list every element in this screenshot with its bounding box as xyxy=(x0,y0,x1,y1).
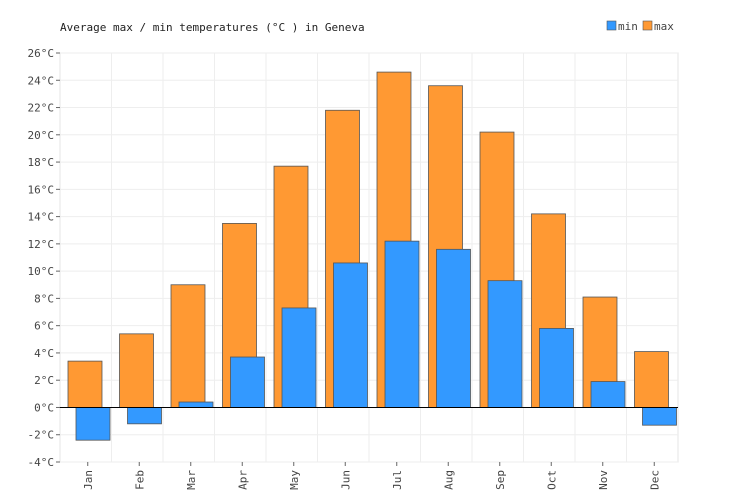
bar-min-jul xyxy=(384,240,420,408)
bar-min-sep xyxy=(487,280,523,408)
x-axis: Jan Feb Mar Apr May Jun Jul Aug Sep Oct Nov Dec xyxy=(82,462,661,490)
legend-swatch-min xyxy=(606,20,617,31)
y-tick-label: 6°C xyxy=(34,320,54,333)
bar-min-apr xyxy=(230,356,265,408)
bar-max-dec xyxy=(634,351,669,408)
bar-min-jun xyxy=(333,262,368,408)
x-tick-label-aug: Aug xyxy=(442,470,455,490)
x-tick-label-may: May xyxy=(288,470,301,490)
bar-min-may xyxy=(281,307,317,408)
bar-min-oct xyxy=(539,327,574,408)
bar-max-jan xyxy=(67,360,103,408)
y-tick-label: 4°C xyxy=(34,347,54,360)
bar-min-jan xyxy=(75,407,111,441)
x-tick-label-jan: Jan xyxy=(82,470,95,490)
y-tick-label: -2°C xyxy=(28,429,55,442)
x-tick-label-jul: Jul xyxy=(391,470,404,490)
y-tick-label: 16°C xyxy=(28,183,55,196)
x-tick-label-apr: Apr xyxy=(236,470,249,490)
bar-max-mar xyxy=(170,284,206,408)
y-tick-label: 22°C xyxy=(28,102,55,115)
legend-label-max: max xyxy=(654,20,674,33)
y-tick-label: 10°C xyxy=(28,265,55,278)
legend-swatch-max xyxy=(642,20,653,31)
x-tick-label-sep: Sep xyxy=(494,470,507,490)
y-tick-label: 0°C xyxy=(34,401,54,414)
x-tick-label-nov: Nov xyxy=(597,470,610,490)
min-bars xyxy=(75,240,677,441)
bar-min-aug xyxy=(436,248,471,408)
x-tick-label-dec: Dec xyxy=(648,470,661,490)
bar-min-mar xyxy=(178,401,214,408)
x-tick-label-feb: Feb xyxy=(133,470,146,490)
x-tick-label-mar: Mar xyxy=(185,470,198,490)
y-tick-label: 20°C xyxy=(28,129,55,142)
grid xyxy=(60,52,678,463)
y-tick-label: -4°C xyxy=(28,456,55,469)
bar-max-feb xyxy=(119,333,154,408)
y-tick-label: 2°C xyxy=(34,374,54,387)
chart-title: Average max / min temperatures (°C ) in … xyxy=(60,21,365,34)
x-tick-label-oct: Oct xyxy=(545,470,558,490)
y-tick-label: 24°C xyxy=(28,74,55,87)
legend: min max xyxy=(606,20,674,33)
bar-min-dec xyxy=(642,407,677,426)
y-tick-label: 18°C xyxy=(28,156,55,169)
y-tick-label: 14°C xyxy=(28,211,55,224)
x-tick-label-jun: Jun xyxy=(339,470,352,490)
y-tick-label: 12°C xyxy=(28,238,55,251)
legend-label-min: min xyxy=(618,20,638,33)
bar-min-feb xyxy=(127,407,162,425)
y-tick-label: 8°C xyxy=(34,292,54,305)
bar-min-nov xyxy=(590,381,626,408)
y-axis: -4°C -2°C 0°C 2°C 4°C 6°C 8°C 10°C 12°C 14°C 16°C 1… xyxy=(28,47,60,469)
y-tick-label: 26°C xyxy=(28,47,55,60)
